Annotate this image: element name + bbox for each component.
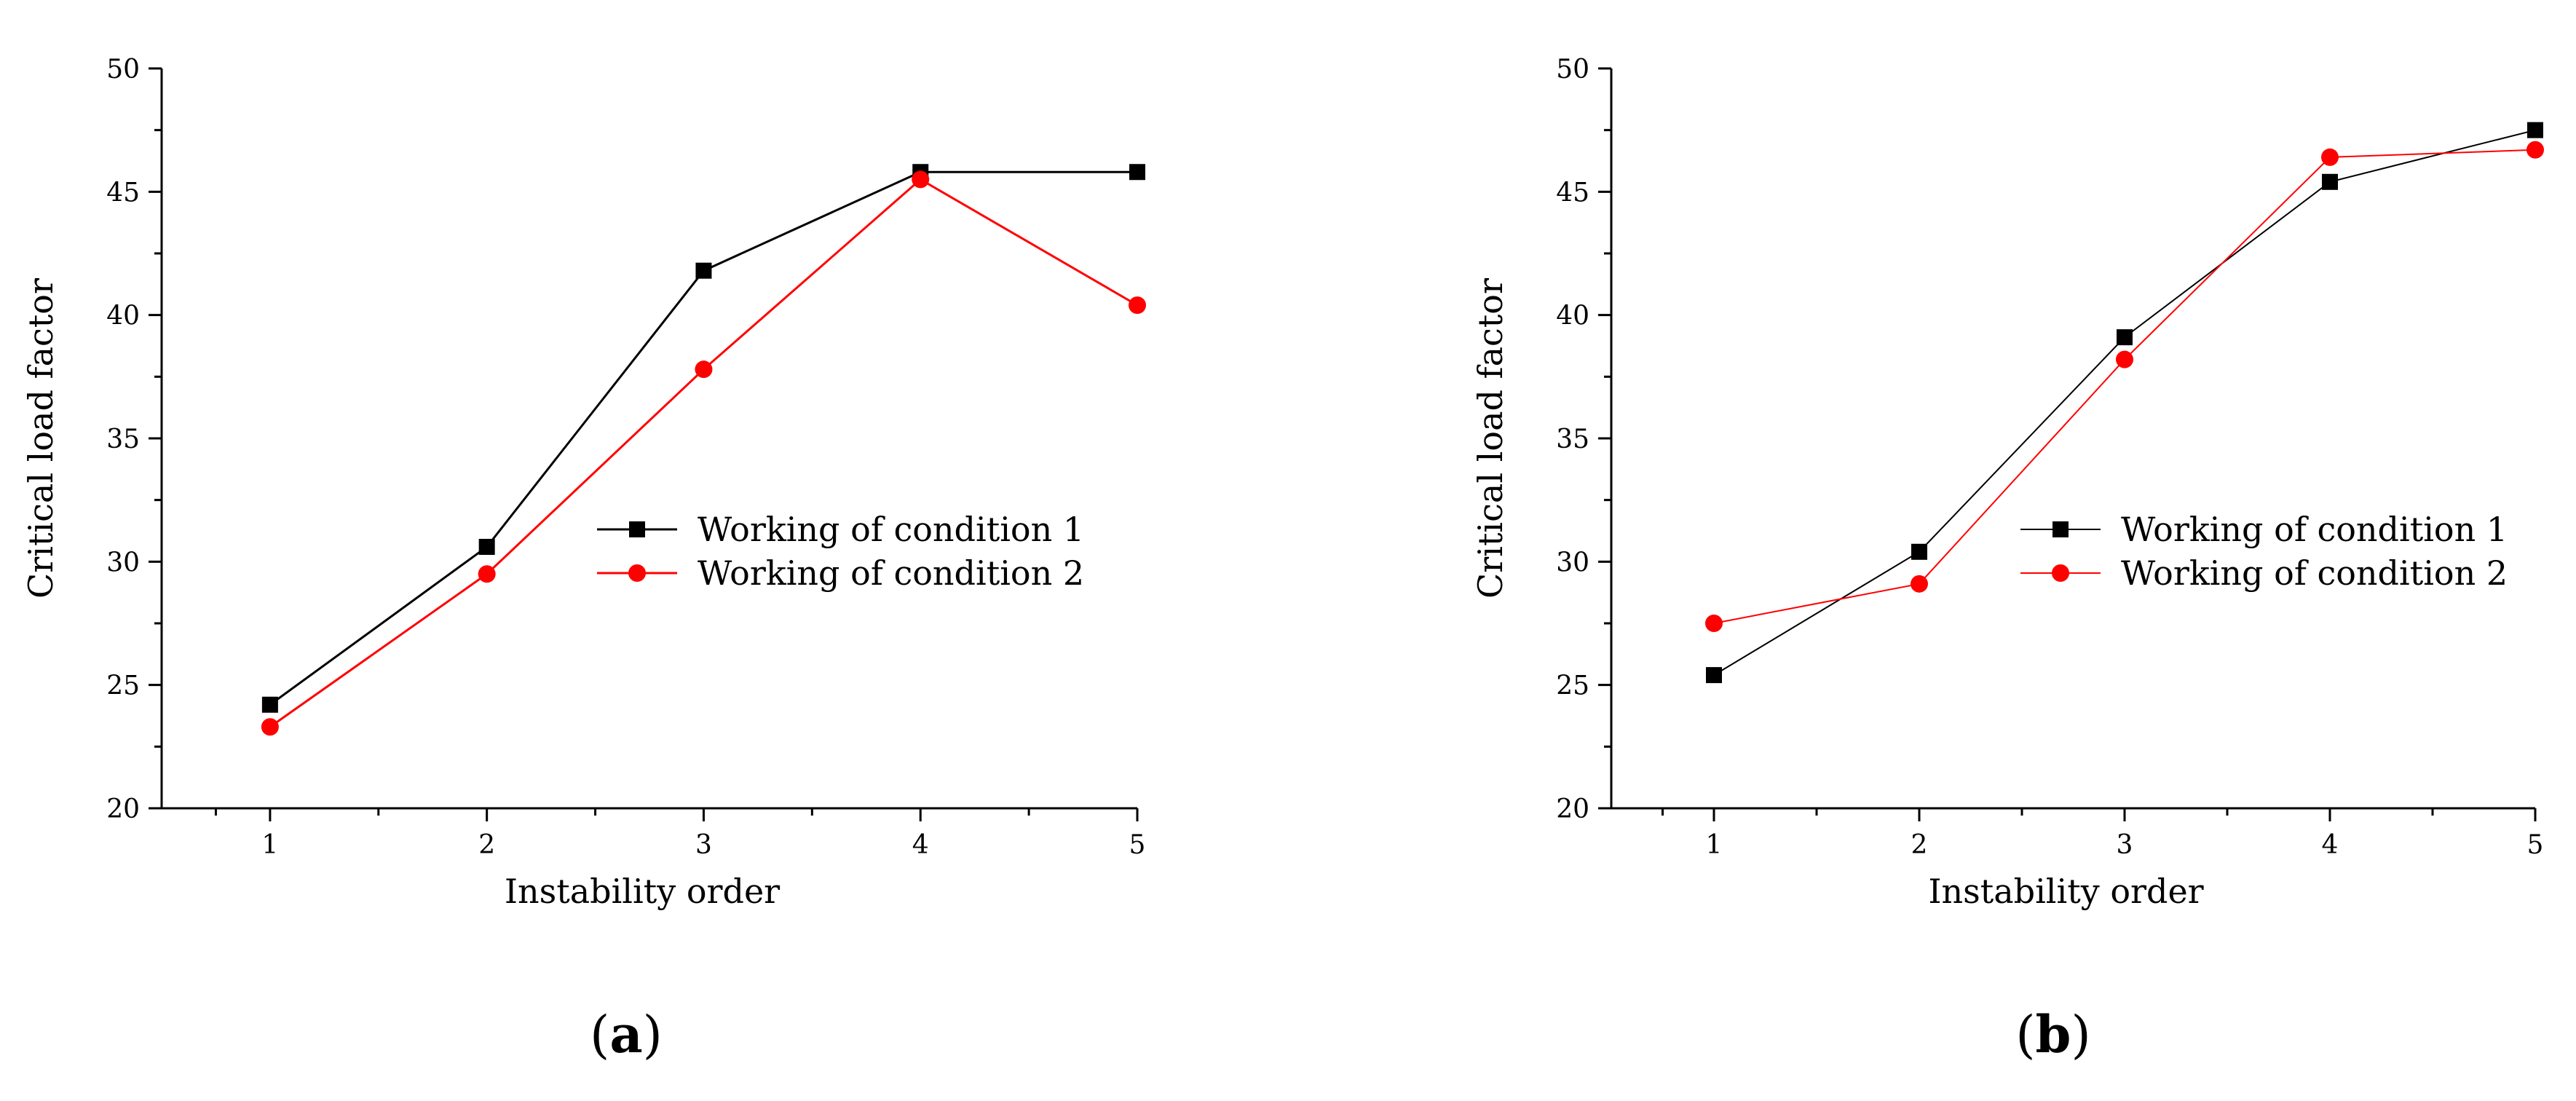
y-axis-title: Critical load factor — [21, 278, 60, 599]
legend-label: Working of condition 1 — [698, 510, 1084, 549]
series-2-marker — [2321, 148, 2339, 166]
x-tick-label: 2 — [1911, 830, 1928, 860]
y-tick-label: 45 — [106, 178, 140, 208]
y-tick-label: 20 — [1556, 794, 1589, 824]
legend-label: Working of condition 1 — [2121, 510, 2508, 549]
legend-marker-circle — [628, 564, 646, 582]
y-tick-label: 30 — [1556, 548, 1589, 577]
series-2-marker — [1911, 575, 1928, 593]
legend-label: Working of condition 2 — [2121, 553, 2508, 593]
series-1-marker — [2527, 122, 2543, 138]
x-tick-label: 2 — [478, 830, 495, 860]
y-tick-label: 40 — [106, 301, 140, 331]
legend-label: Working of condition 2 — [698, 553, 1084, 593]
y-tick-label: 25 — [106, 671, 140, 701]
legend-marker-square — [629, 521, 645, 537]
y-tick-label: 50 — [1556, 55, 1589, 84]
panel-label: (a) — [590, 1004, 663, 1065]
x-axis-title: Instability order — [1928, 872, 2203, 911]
series-2-marker — [1129, 296, 1146, 315]
y-tick-label: 35 — [106, 425, 140, 454]
series-2-marker — [478, 565, 496, 583]
series-line-2 — [269, 178, 1138, 728]
series-1-marker — [1911, 543, 1927, 560]
y-tick-label: 45 — [1556, 178, 1589, 208]
legend-marker-circle — [2052, 564, 2069, 582]
y-axis-title: Critical load factor — [1471, 278, 1510, 599]
y-tick-label: 40 — [1556, 301, 1589, 331]
series-line-1 — [269, 170, 1137, 706]
y-tick-label: 25 — [1556, 671, 1589, 701]
series-line-1 — [1713, 129, 2536, 676]
x-tick-label: 5 — [1129, 830, 1146, 860]
y-tick-label: 30 — [106, 548, 140, 577]
series-1-marker — [1706, 667, 1722, 684]
series-1-marker — [2322, 173, 2338, 190]
series-1-marker — [695, 262, 712, 279]
series-2-marker — [912, 170, 930, 189]
legend-marker-square — [2052, 521, 2069, 537]
series-line-2 — [1713, 149, 2536, 624]
x-tick-label: 4 — [2322, 830, 2339, 860]
series-2-marker — [695, 360, 713, 379]
x-tick-label: 1 — [1706, 830, 1723, 860]
series-2-marker — [261, 718, 279, 736]
series-2-marker — [1705, 615, 1723, 632]
series-1-marker — [478, 539, 495, 556]
panel-label: (b) — [2015, 1004, 2091, 1065]
x-tick-label: 5 — [2527, 830, 2544, 860]
y-tick-label: 20 — [106, 794, 140, 824]
series-1-marker — [261, 696, 278, 713]
x-tick-label: 1 — [261, 830, 278, 860]
x-tick-label: 4 — [912, 830, 929, 860]
series-2-marker — [2116, 350, 2133, 368]
x-tick-label: 3 — [2117, 830, 2133, 860]
x-tick-label: 3 — [695, 830, 712, 860]
series-2-marker — [2526, 141, 2544, 159]
series-1-marker — [2117, 329, 2133, 346]
series-1-marker — [1129, 164, 1145, 181]
x-axis-title: Instability order — [505, 872, 780, 911]
y-tick-label: 50 — [106, 55, 140, 84]
y-tick-label: 35 — [1556, 425, 1589, 454]
